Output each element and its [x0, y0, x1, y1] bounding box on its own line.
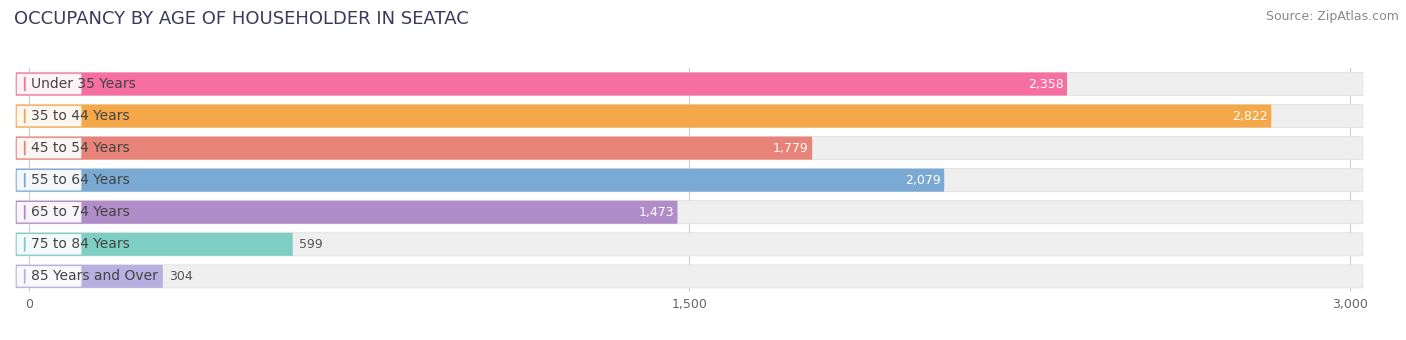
FancyBboxPatch shape	[17, 74, 82, 94]
FancyBboxPatch shape	[15, 104, 1271, 128]
Text: 1,473: 1,473	[638, 206, 673, 219]
Text: 85 Years and Over: 85 Years and Over	[31, 269, 157, 283]
FancyBboxPatch shape	[15, 201, 678, 224]
FancyBboxPatch shape	[15, 137, 813, 160]
Text: 75 to 84 Years: 75 to 84 Years	[31, 237, 129, 251]
FancyBboxPatch shape	[17, 202, 82, 222]
FancyBboxPatch shape	[15, 72, 1362, 96]
FancyBboxPatch shape	[15, 169, 945, 192]
Text: 45 to 54 Years: 45 to 54 Years	[31, 141, 129, 155]
Text: 2,822: 2,822	[1232, 109, 1268, 123]
FancyBboxPatch shape	[17, 138, 82, 158]
Text: 599: 599	[299, 238, 323, 251]
Text: 55 to 64 Years: 55 to 64 Years	[31, 173, 129, 187]
Text: OCCUPANCY BY AGE OF HOUSEHOLDER IN SEATAC: OCCUPANCY BY AGE OF HOUSEHOLDER IN SEATA…	[14, 10, 468, 28]
FancyBboxPatch shape	[15, 104, 1362, 128]
FancyBboxPatch shape	[15, 233, 292, 256]
Text: 2,358: 2,358	[1028, 78, 1063, 90]
FancyBboxPatch shape	[15, 72, 1067, 96]
FancyBboxPatch shape	[17, 170, 82, 190]
Text: 65 to 74 Years: 65 to 74 Years	[31, 205, 129, 219]
FancyBboxPatch shape	[15, 265, 1362, 288]
FancyBboxPatch shape	[15, 137, 1362, 160]
Text: Source: ZipAtlas.com: Source: ZipAtlas.com	[1265, 10, 1399, 23]
FancyBboxPatch shape	[15, 201, 1362, 224]
Text: 1,779: 1,779	[773, 142, 808, 155]
FancyBboxPatch shape	[15, 265, 163, 288]
FancyBboxPatch shape	[15, 233, 1362, 256]
Text: Under 35 Years: Under 35 Years	[31, 77, 135, 91]
Text: 2,079: 2,079	[905, 174, 941, 187]
FancyBboxPatch shape	[17, 106, 82, 126]
FancyBboxPatch shape	[17, 234, 82, 255]
Text: 304: 304	[170, 270, 193, 283]
FancyBboxPatch shape	[15, 169, 1362, 192]
FancyBboxPatch shape	[17, 266, 82, 287]
Text: 35 to 44 Years: 35 to 44 Years	[31, 109, 129, 123]
